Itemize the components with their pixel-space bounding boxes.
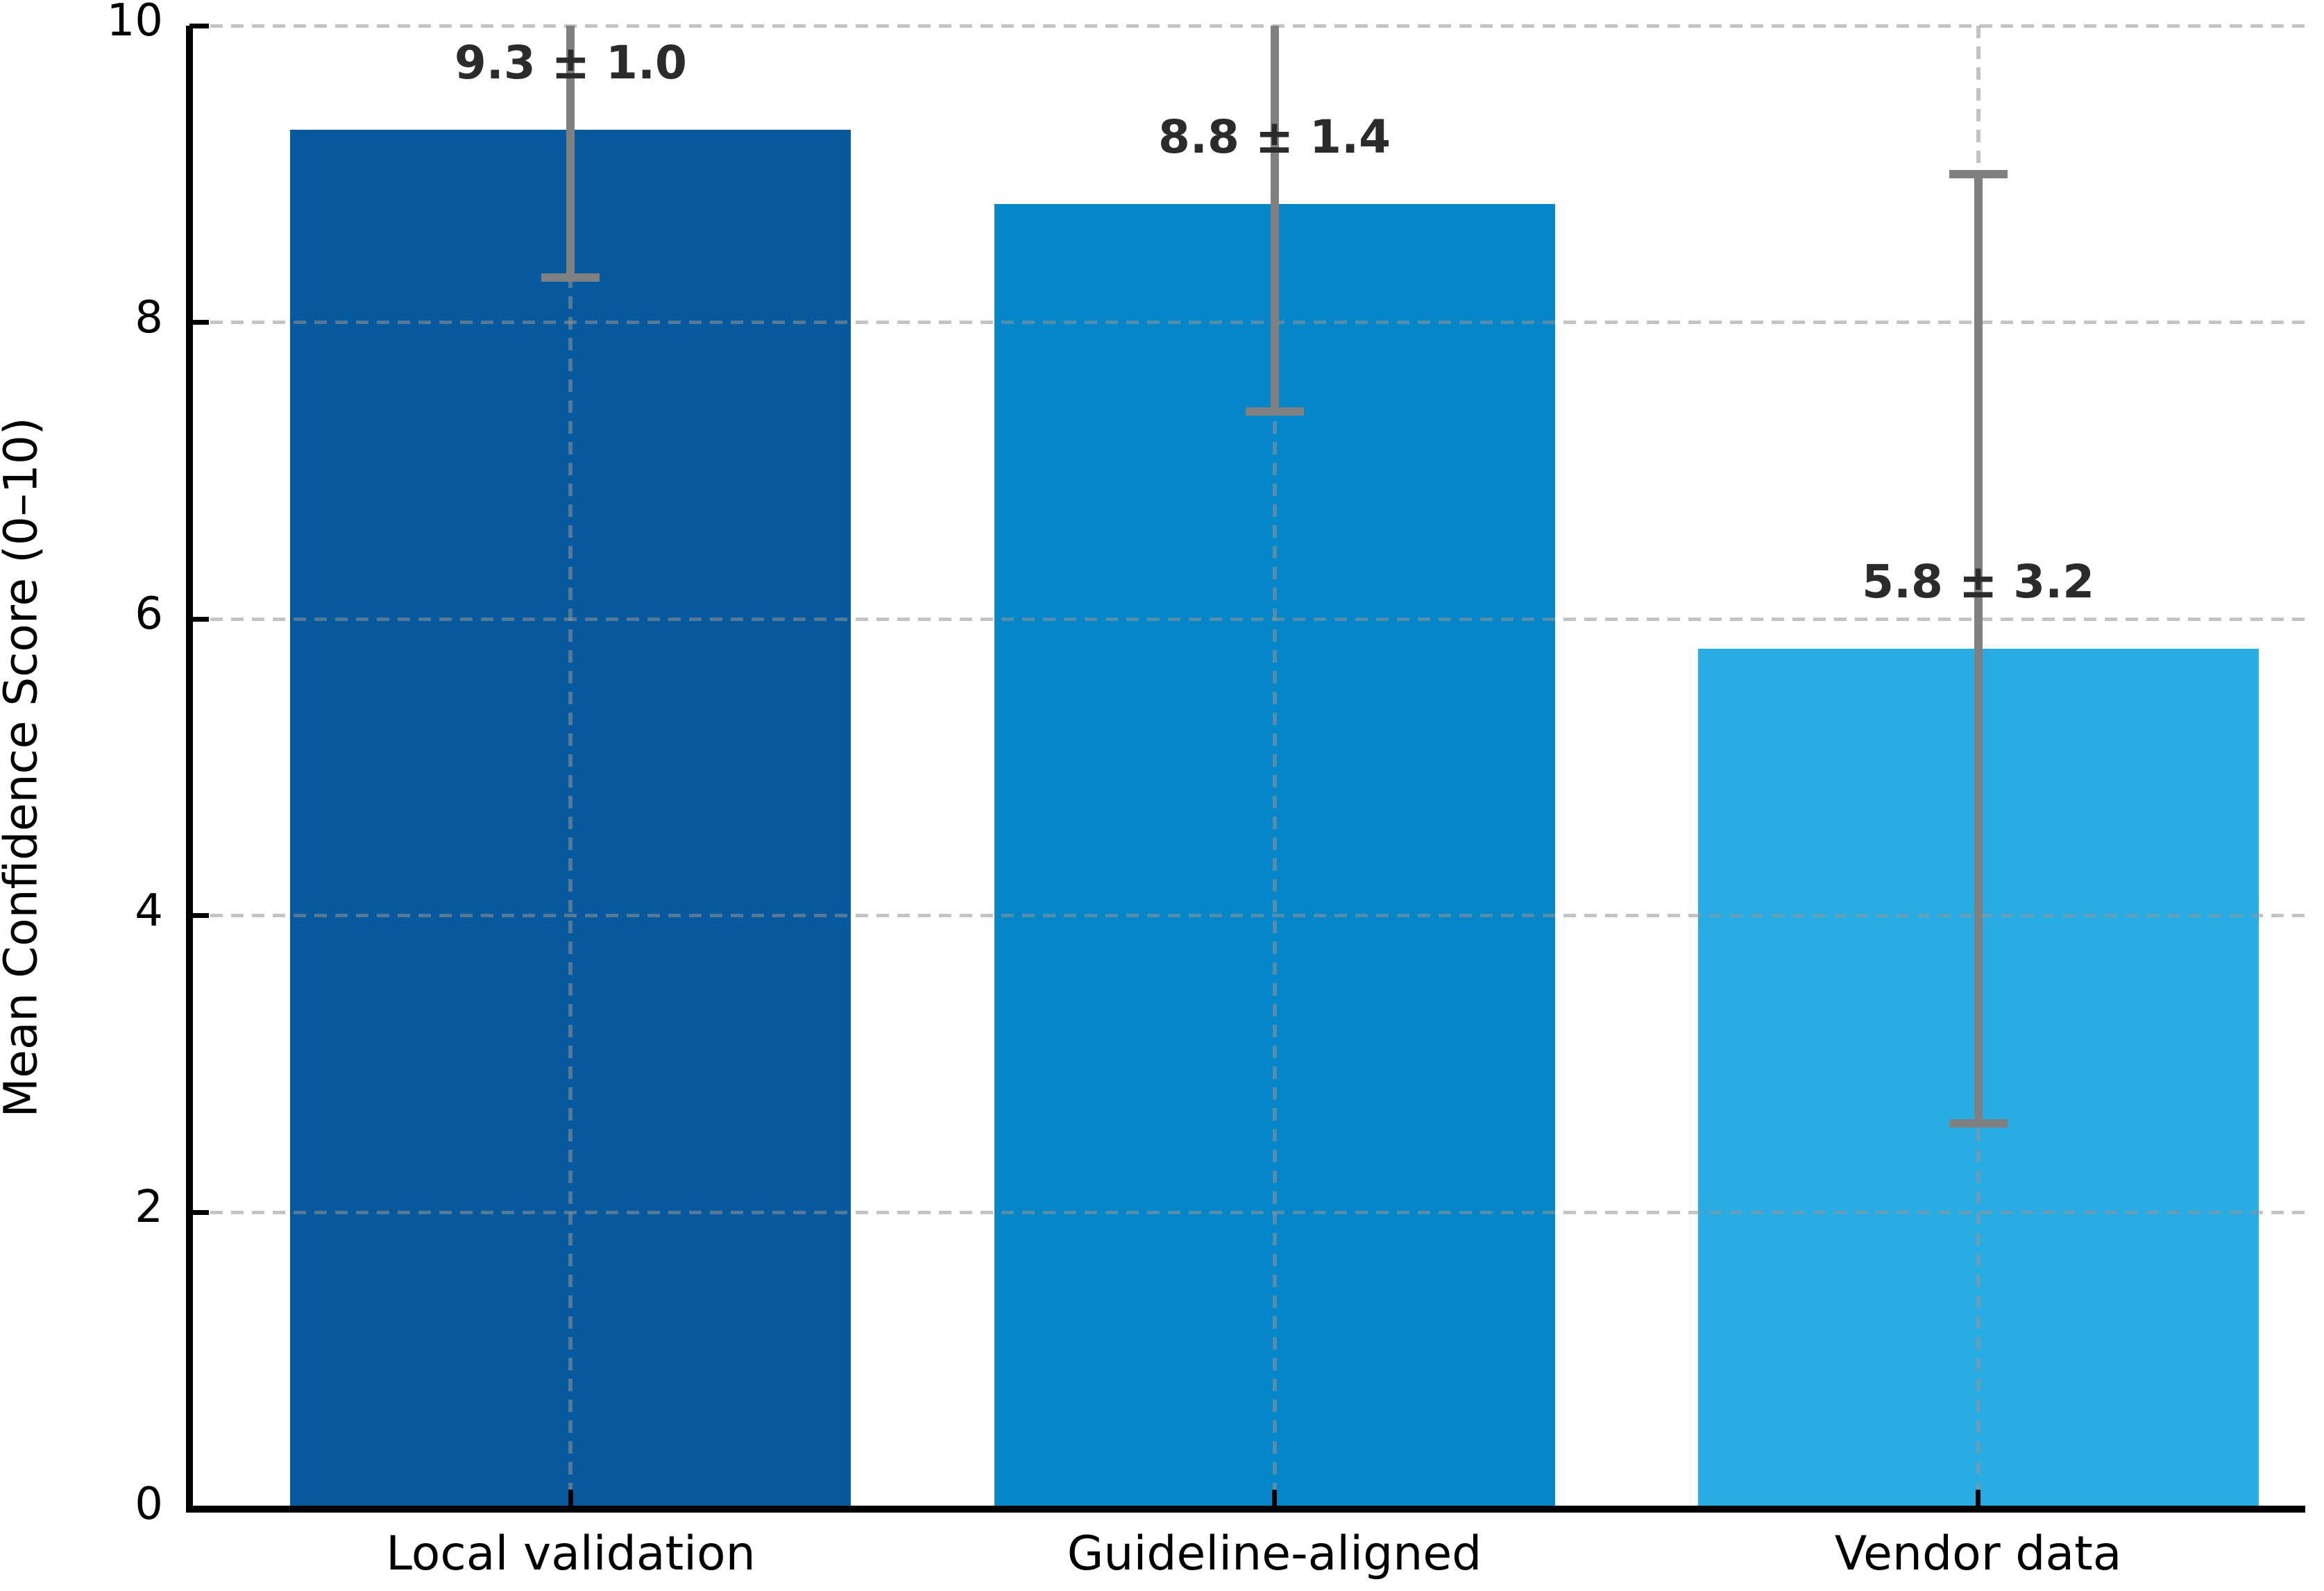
gridline-y-8 <box>189 321 2305 325</box>
x-tick-mark-1 <box>1272 1490 1278 1509</box>
y-tick-mark-10 <box>189 23 209 28</box>
y-tick-label-4: 4 <box>135 885 163 937</box>
gridline-x-1 <box>1272 26 1277 1509</box>
y-axis-spine <box>186 26 193 1513</box>
x-tick-mark-2 <box>1976 1490 1981 1509</box>
x-tick-label-0: Local validation <box>386 1526 756 1581</box>
error-bar-2 <box>1974 173 1983 1124</box>
y-tick-mark-6 <box>189 616 209 622</box>
y-tick-label-6: 6 <box>135 588 163 640</box>
gridline-y-6 <box>189 617 2305 621</box>
y-tick-label-0: 0 <box>135 1479 163 1530</box>
x-tick-mark-0 <box>568 1490 573 1509</box>
y-tick-mark-8 <box>189 320 209 325</box>
bar-value-label-1: 8.8 ± 1.4 <box>1157 110 1391 164</box>
error-cap-high-2 <box>1949 169 2008 178</box>
bar-value-label-0: 9.3 ± 1.0 <box>454 35 687 90</box>
y-tick-label-2: 2 <box>135 1182 163 1234</box>
x-tick-label-1: Guideline-aligned <box>1067 1526 1482 1581</box>
bar-value-label-2: 5.8 ± 3.2 <box>1862 554 2095 609</box>
error-bar-1 <box>1270 26 1279 411</box>
plot-area: 9.3 ± 1.0 8.8 ± 1.4 5.8 ± 3.2 <box>186 23 2305 1513</box>
y-tick-mark-2 <box>189 1209 209 1215</box>
gridline-y-10 <box>189 24 2305 28</box>
gridline-x-0 <box>568 26 573 1509</box>
error-cap-low-1 <box>1245 407 1304 416</box>
x-axis-spine <box>186 1506 2305 1513</box>
y-tick-mark-4 <box>189 913 209 919</box>
gridline-y-4 <box>189 914 2305 918</box>
error-bar-0 <box>566 26 575 278</box>
error-cap-low-0 <box>541 273 600 282</box>
y-tick-label-10: 10 <box>106 0 163 46</box>
y-tick-label-8: 8 <box>135 291 163 343</box>
gridline-y-2 <box>189 1210 2305 1214</box>
y-axis-label: Mean Confidence Score (0–10) <box>0 417 48 1118</box>
x-tick-label-2: Vendor data <box>1834 1526 2122 1581</box>
error-cap-low-2 <box>1949 1119 2008 1128</box>
